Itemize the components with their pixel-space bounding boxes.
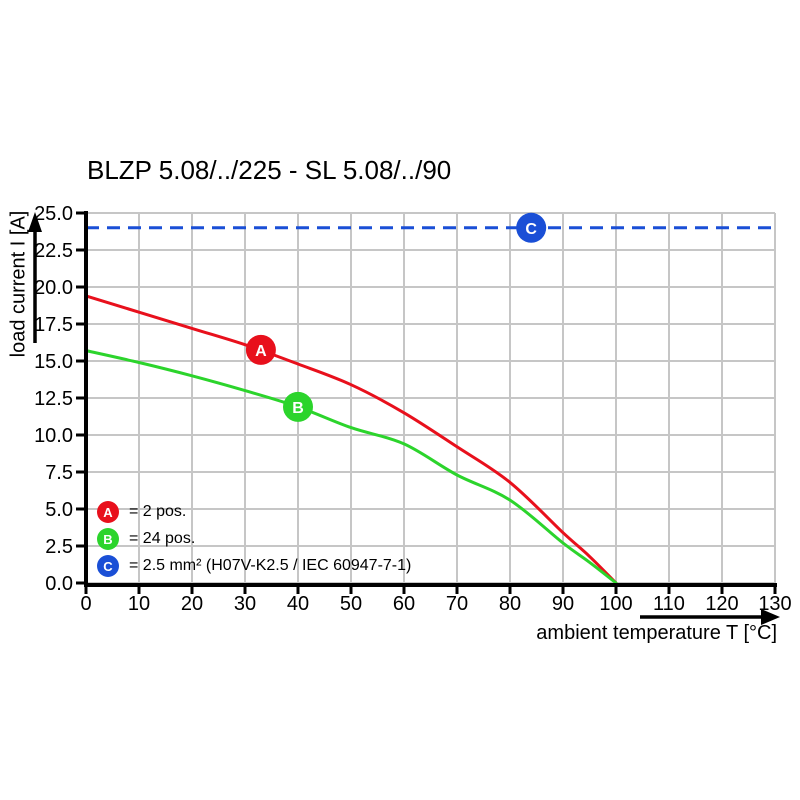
legend-label-b: = 24 pos. bbox=[129, 530, 196, 547]
x-tick-label: 100 bbox=[599, 593, 632, 615]
x-tick-label: 30 bbox=[234, 593, 256, 615]
x-tick-label: 60 bbox=[393, 593, 415, 615]
y-tick-label: 15.0 bbox=[34, 351, 73, 373]
y-axis-label: load current I [A] bbox=[7, 210, 30, 358]
curve-a bbox=[84, 294, 618, 585]
x-tick-label: 40 bbox=[287, 593, 309, 615]
legend-item-c: C = 2.5 mm² (H07V-K2.5 / IEC 60947-7-1) bbox=[97, 555, 411, 577]
x-axis-label: ambient temperature T [°C] bbox=[536, 622, 777, 644]
y-tick-label: 2.5 bbox=[45, 536, 73, 558]
y-tick-label: 7.5 bbox=[45, 462, 73, 484]
x-tick-label: 20 bbox=[181, 593, 203, 615]
x-tick-label: 110 bbox=[653, 593, 685, 615]
x-tick-label: 130 bbox=[758, 593, 791, 615]
y-tick-label: 0.0 bbox=[45, 573, 73, 595]
data-curves bbox=[84, 226, 775, 585]
x-tick-label: 80 bbox=[499, 593, 521, 615]
marker-b-icon bbox=[283, 391, 313, 422]
chart-title: BLZP 5.08/../225 - SL 5.08/../90 bbox=[87, 155, 452, 185]
tick-marks bbox=[76, 211, 777, 594]
x-tick-label: 50 bbox=[340, 593, 362, 615]
x-tick-label: 120 bbox=[705, 593, 738, 615]
legend-label-c: = 2.5 mm² (H07V-K2.5 / IEC 60947-7-1) bbox=[129, 557, 412, 574]
y-tick-label: 5.0 bbox=[45, 499, 73, 521]
axis-arrows bbox=[28, 212, 780, 625]
curve-b bbox=[84, 349, 618, 585]
y-tick-label: 10.0 bbox=[34, 425, 73, 447]
legend-marker-a-icon: A bbox=[97, 501, 119, 523]
y-axis-arrow-head-icon bbox=[28, 212, 42, 232]
curve-markers: A B C bbox=[245, 212, 547, 422]
legend-item-a: A = 2 pos. bbox=[97, 501, 411, 523]
y-tick-label: 22.5 bbox=[34, 240, 73, 262]
marker-a-icon bbox=[245, 334, 276, 365]
x-tick-label: 70 bbox=[446, 593, 468, 615]
x-tick-label: 10 bbox=[128, 593, 150, 615]
y-tick-label: 17.5 bbox=[34, 314, 73, 336]
y-tick-label: 20.0 bbox=[34, 277, 73, 299]
x-axis-arrow-head-icon bbox=[761, 609, 780, 625]
x-tick-label: 90 bbox=[552, 593, 574, 615]
legend-label-a: = 2 pos. bbox=[129, 503, 187, 520]
y-tick-label: 25.0 bbox=[34, 203, 73, 225]
marker-b-letter: B bbox=[292, 400, 304, 417]
marker-c-letter: C bbox=[525, 221, 537, 238]
gridlines bbox=[85, 212, 776, 584]
legend-item-b: B = 24 pos. bbox=[97, 528, 411, 550]
legend-marker-b-icon: B bbox=[97, 528, 119, 550]
tick-labels: 0 10 20 30 40 50 60 70 80 90 100 110 120 130 0.0 2.5 5.0… bbox=[34, 203, 792, 615]
y-tick-label: 12.5 bbox=[34, 388, 73, 410]
legend: A = 2 pos. B = 24 pos. C = 2.5 mm² (H07V… bbox=[97, 501, 411, 582]
legend-marker-c-icon: C bbox=[97, 555, 119, 577]
x-tick-label: 0 bbox=[80, 593, 91, 615]
marker-a-letter: A bbox=[255, 343, 267, 360]
marker-c-icon bbox=[516, 212, 547, 243]
